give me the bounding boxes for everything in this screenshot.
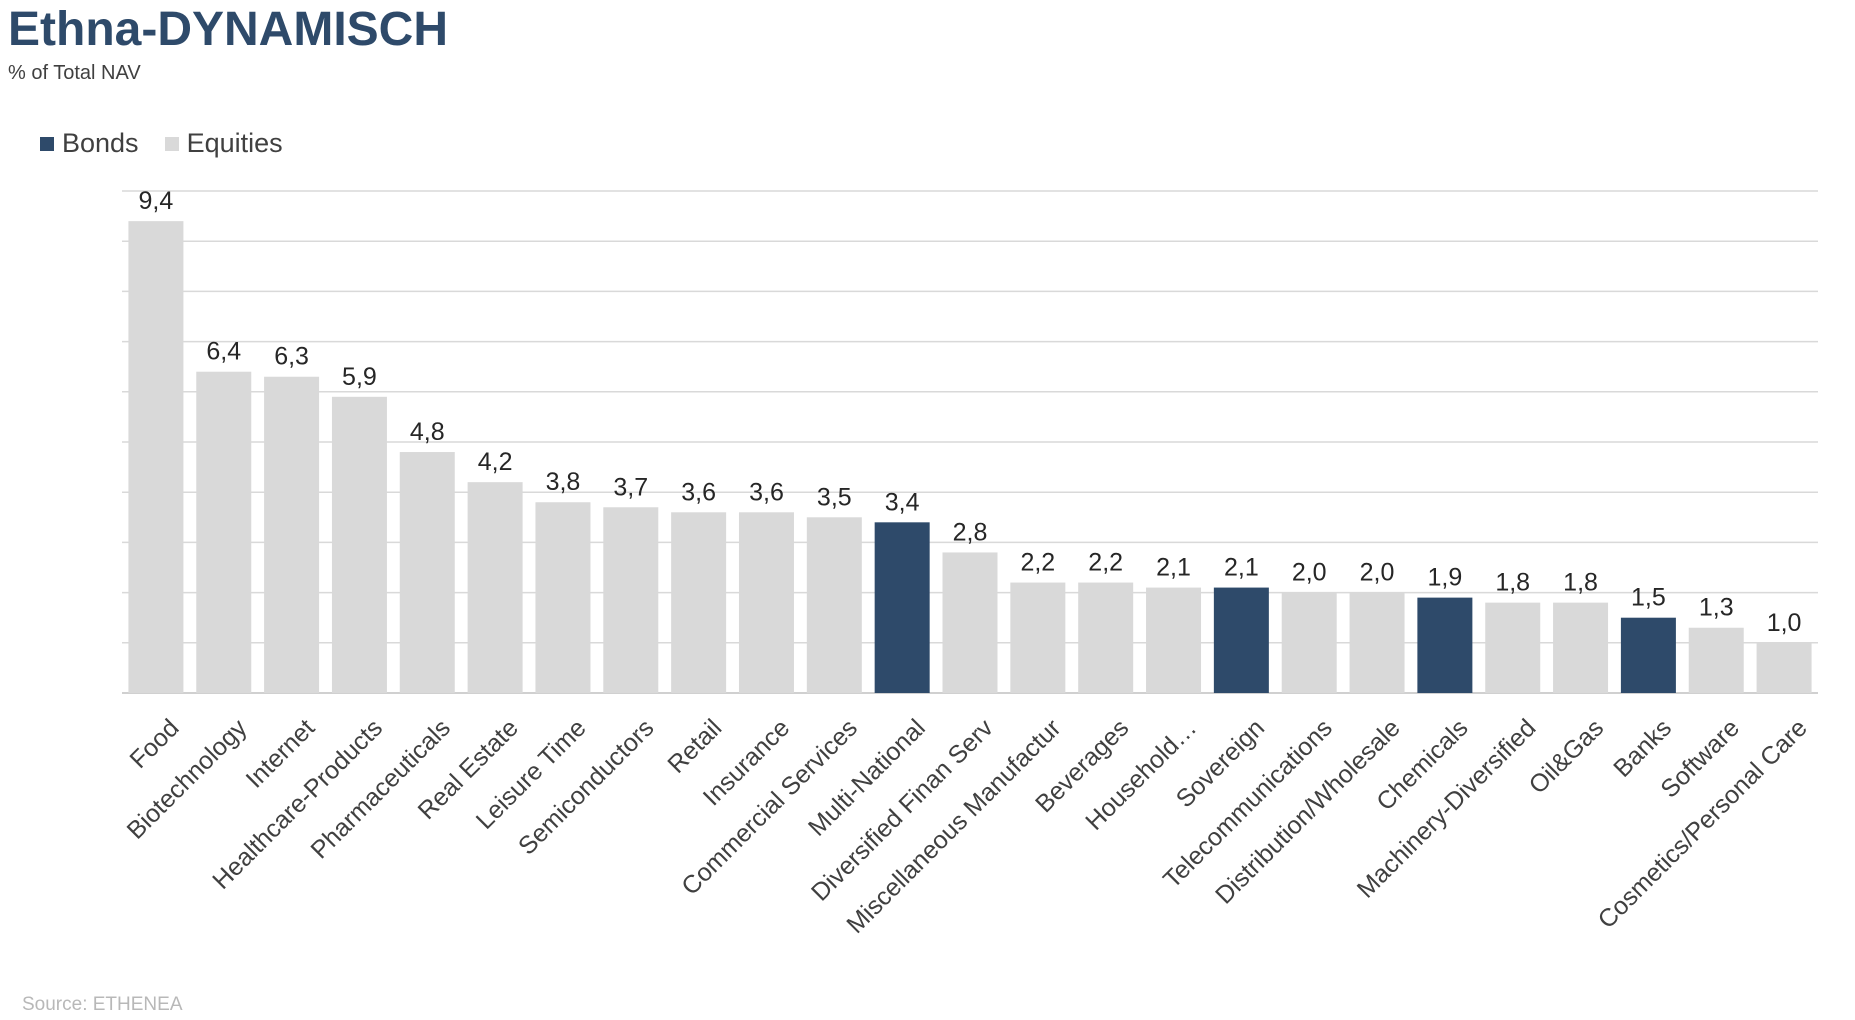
bar-household — [1146, 587, 1202, 693]
data-label: 2,2 — [1020, 549, 1055, 577]
data-label: 3,4 — [885, 488, 920, 516]
bar-software — [1688, 627, 1744, 693]
bar-leisure-time — [535, 502, 591, 693]
bar-distribution-wholesale — [1349, 592, 1405, 693]
x-tick-label: Retail — [662, 714, 727, 779]
bar-beverages — [1078, 582, 1134, 693]
data-label: 3,8 — [546, 468, 581, 496]
bar-oil-gas — [1553, 602, 1609, 693]
data-label: 3,5 — [817, 483, 852, 511]
data-label: 4,8 — [410, 418, 445, 446]
x-tick-label: Food — [125, 714, 185, 774]
chart-title: Ethna-DYNAMISCH — [8, 3, 448, 56]
bar-semiconductors — [603, 507, 659, 693]
data-label: 6,3 — [274, 343, 309, 371]
bar-cosmetics-personal-care — [1756, 642, 1812, 693]
data-label: 3,6 — [749, 478, 784, 506]
data-label: 5,9 — [342, 363, 377, 391]
x-tick-label: Multi-National — [803, 714, 931, 842]
chart-subtitle: % of Total NAV — [8, 62, 141, 84]
bar-healthcare-products — [331, 396, 387, 693]
legend-item-bonds: Bonds — [40, 128, 139, 159]
data-label: 9,4 — [139, 187, 174, 215]
bar-real-estate — [467, 482, 523, 693]
bar-retail — [671, 512, 727, 693]
bar-banks — [1620, 617, 1676, 693]
bar-machinery-diversified — [1485, 602, 1541, 693]
legend-label-equities: Equities — [186, 128, 283, 158]
data-label: 2,0 — [1360, 559, 1395, 587]
bar-diversified-finan-serv — [942, 552, 998, 693]
bar-biotechnology — [196, 371, 252, 693]
data-label: 2,8 — [953, 518, 988, 546]
bar-sovereign — [1213, 587, 1269, 693]
bar-internet — [264, 376, 320, 693]
bar-pharmaceuticals — [399, 452, 455, 693]
data-label: 4,2 — [478, 448, 513, 476]
data-label: 1,3 — [1699, 594, 1734, 622]
data-label: 1,8 — [1495, 569, 1530, 597]
data-label: 1,5 — [1631, 584, 1666, 612]
data-label: 2,1 — [1224, 554, 1259, 582]
data-label: 2,1 — [1156, 554, 1191, 582]
x-tick-label: Oil&Gas — [1524, 714, 1610, 800]
bar-insurance — [738, 512, 794, 693]
data-label: 2,2 — [1088, 549, 1123, 577]
legend-swatch-bonds — [40, 136, 54, 151]
data-label: 6,4 — [206, 338, 241, 366]
bar-multi-national — [874, 522, 930, 693]
legend: Bonds Equities — [40, 128, 309, 159]
data-label: 1,9 — [1427, 564, 1462, 592]
data-label: 3,7 — [613, 473, 648, 501]
data-label: 1,8 — [1563, 569, 1598, 597]
x-tick-label: Biotechnology — [122, 714, 253, 845]
data-label: 1,0 — [1767, 609, 1802, 637]
bar-telecommunications — [1281, 592, 1337, 693]
legend-label-bonds: Bonds — [62, 128, 139, 158]
data-label: 3,6 — [681, 478, 716, 506]
bar-commercial-services — [806, 517, 862, 693]
bar-food — [128, 221, 184, 693]
legend-swatch-equities — [164, 136, 179, 151]
legend-item-equities: Equities — [164, 128, 283, 159]
bar-miscellaneous-manufactur — [1010, 582, 1066, 693]
data-label: 2,0 — [1292, 559, 1327, 587]
bar-chemicals — [1417, 597, 1473, 693]
source-note: Source: ETHENEA — [22, 994, 183, 1015]
